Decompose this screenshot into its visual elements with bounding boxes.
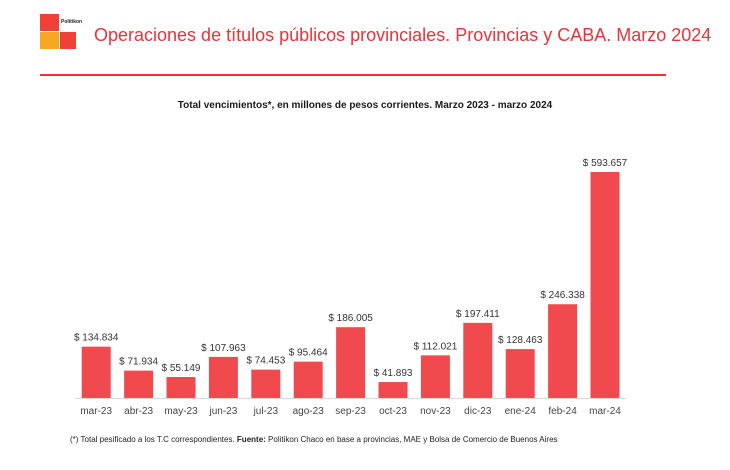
bar-dic-23: [463, 322, 493, 398]
data-label-mar-23: $ 134.834: [74, 333, 119, 344]
data-label-jun-23: $ 107.963: [201, 343, 246, 354]
bar-abr-23: [124, 370, 154, 398]
logo-square-red-small: [60, 32, 76, 49]
data-label-may-23: $ 55.149: [162, 363, 201, 374]
data-label-nov-23: $ 112.021: [414, 341, 458, 352]
x-tick-label-ene-24: ene-24: [505, 406, 537, 417]
footnote-note: (*) Total pesificado a los T.C correspon…: [70, 435, 235, 444]
logo-square-red: [40, 14, 59, 31]
logo-square-orange: [40, 32, 59, 49]
logo-text: Politikon: [61, 19, 83, 25]
x-tick-label-may-23: may-23: [164, 406, 198, 417]
footnote-source-label: Fuente:: [236, 435, 266, 444]
bar-ago-23: [293, 361, 323, 398]
bar-jun-23: [208, 356, 238, 398]
data-label-sep-23: $ 186.005: [328, 313, 373, 324]
bar-sep-23: [336, 327, 366, 398]
x-tick-label-jun-23: jun-23: [208, 406, 237, 417]
bar-nov-23: [420, 355, 450, 398]
bar-jul-23: [251, 369, 281, 398]
x-tick-label-ago-23: ago-23: [293, 406, 325, 417]
bar-mar-23: [81, 346, 111, 398]
bar-ene-24: [505, 349, 535, 398]
x-tick-label-mar-23: mar-23: [80, 406, 112, 417]
chart-title: Total vencimientos*, en millones de peso…: [177, 100, 553, 111]
data-label-oct-23: $ 41.893: [374, 368, 413, 379]
footnote: (*) Total pesificado a los T.C correspon…: [70, 435, 558, 444]
brand-logo: Politikon: [40, 14, 84, 50]
page-title: Operaciones de títulos públicos provinci…: [94, 25, 712, 45]
bar-oct-23: [378, 382, 408, 398]
data-label-abr-23: $ 71.934: [119, 357, 158, 368]
x-tick-label-jul-23: jul-23: [253, 406, 279, 417]
data-label-jul-23: $ 74.453: [246, 356, 285, 367]
data-label-ene-24: $ 128.463: [498, 335, 543, 346]
footnote-source-text: Politikon Chaco en base a provincias, MA…: [268, 435, 558, 444]
x-tick-label-sep-23: sep-23: [335, 406, 366, 417]
x-tick-label-nov-23: nov-23: [420, 406, 451, 417]
x-tick-label-mar-24: mar-24: [589, 406, 621, 417]
x-tick-label-oct-23: oct-23: [379, 406, 407, 417]
header-divider: [40, 74, 666, 76]
data-label-ago-23: $ 95.464: [289, 348, 328, 359]
data-label-mar-24: $ 593.657: [583, 158, 628, 169]
bar-may-23: [166, 377, 196, 398]
data-label-feb-24: $ 246.338: [540, 290, 585, 301]
x-tick-label-feb-24: feb-24: [548, 406, 577, 417]
x-tick-label-abr-23: abr-23: [124, 406, 153, 417]
x-tick-label-dic-23: dic-23: [464, 406, 492, 417]
bar-feb-24: [548, 304, 578, 398]
data-label-dic-23: $ 197.411: [456, 309, 500, 320]
bar-mar-24: [590, 172, 620, 398]
